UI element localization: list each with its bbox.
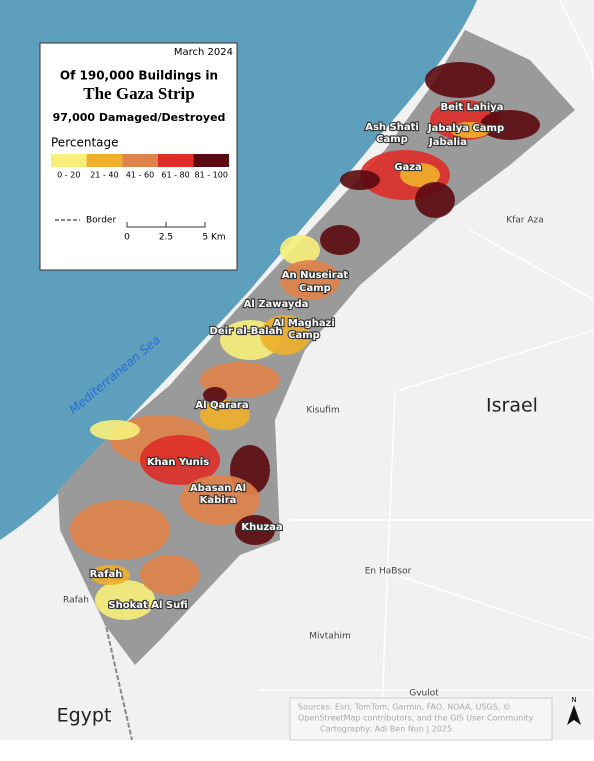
damage-area xyxy=(320,225,360,255)
legend-label: 21 - 40 xyxy=(90,171,118,180)
scale-bar xyxy=(126,222,206,228)
place: Khan Yunis xyxy=(147,457,209,468)
damage-area xyxy=(340,170,380,190)
sources: Sources: Esri, TomTom, Garmin, FAO, NOAA… xyxy=(298,703,511,712)
damage-area xyxy=(425,62,495,98)
damage-area xyxy=(180,475,260,525)
date: March 2024 xyxy=(174,47,233,58)
place: Camp xyxy=(288,330,320,341)
place: Shokat Al Sufi xyxy=(108,600,187,611)
place: Rafah xyxy=(90,569,123,580)
sources: OpenStreetMap contributors, and the GIS … xyxy=(298,714,534,723)
place: Deir al-Balah xyxy=(210,326,283,337)
damage-area xyxy=(480,110,540,140)
place: Kabira xyxy=(200,495,237,506)
place: Rafah xyxy=(63,596,89,606)
place: Gvulot xyxy=(409,689,439,699)
scale-tick: 2.5 xyxy=(159,233,173,243)
damage-area xyxy=(90,420,140,440)
sources-box xyxy=(289,697,553,741)
legend-swatch xyxy=(122,154,158,167)
legend-label: 81 - 100 xyxy=(194,171,227,180)
damage-area xyxy=(140,555,200,595)
legend-swatch xyxy=(51,154,87,167)
place: Mivtahim xyxy=(309,632,351,642)
north-arrow xyxy=(567,705,581,725)
place: Ash Shati xyxy=(365,122,419,133)
place: Khuzaa xyxy=(241,522,282,533)
north-label: N xyxy=(571,696,576,704)
place: Kfar Aza xyxy=(506,216,544,226)
legend-swatch xyxy=(86,154,123,167)
damage-area xyxy=(450,122,490,138)
legend-swatch xyxy=(193,154,229,167)
scale-tick: 5 Km xyxy=(202,233,225,243)
damage-area xyxy=(95,580,155,620)
legend-title: Percentage xyxy=(51,136,119,150)
damage-area xyxy=(203,387,227,403)
damage-area xyxy=(200,400,250,430)
legend-label: 61 - 80 xyxy=(161,171,189,180)
scale-tick: 0 xyxy=(124,233,130,243)
damage-area xyxy=(235,515,275,545)
title-line: 97,000 Damaged/Destroyed xyxy=(53,111,226,124)
place: Beit Lahiya xyxy=(440,102,503,113)
damage-area xyxy=(400,163,440,187)
place: Al Qarara xyxy=(195,400,248,411)
place: Camp xyxy=(299,283,331,294)
title-line: The Gaza Strip xyxy=(83,84,194,103)
legend-label: 0 - 20 xyxy=(57,171,80,180)
damage-area xyxy=(70,500,170,560)
damage-area xyxy=(280,260,340,300)
damage-area xyxy=(90,565,130,585)
roads xyxy=(260,0,594,758)
place: Abasan Al xyxy=(190,483,246,494)
damage-area xyxy=(280,235,320,265)
place: Jabalia xyxy=(428,137,467,148)
place: En HaBsor xyxy=(365,567,412,577)
place: Jabalya Camp xyxy=(427,123,504,134)
legend-swatch xyxy=(157,154,194,167)
legend-label: 41 - 60 xyxy=(126,171,154,180)
place: Gaza xyxy=(394,162,422,173)
damage-areas xyxy=(70,62,540,620)
legend: March 2024 Of 190,000 Buildings in The G… xyxy=(39,42,238,271)
damage-area xyxy=(140,435,220,485)
place: Al Maghazi xyxy=(273,318,335,329)
country: Egypt xyxy=(57,705,112,727)
place: Al Zawayda xyxy=(244,299,309,310)
border-label: Border xyxy=(86,216,116,226)
country: Israel xyxy=(486,395,538,417)
damage-area xyxy=(415,182,455,218)
damage-area xyxy=(260,315,310,355)
place: Kisufim xyxy=(306,406,339,416)
legend-classes: 0 - 20 21 - 40 41 - 60 61 - 80 81 - 100 xyxy=(51,154,229,180)
place: An Nuseirat xyxy=(282,270,349,281)
place: Camp xyxy=(376,134,408,145)
sources: Cartography: Adi Ben Nun | 2025 xyxy=(320,725,452,734)
title-line: Of 190,000 Buildings in xyxy=(60,69,218,83)
